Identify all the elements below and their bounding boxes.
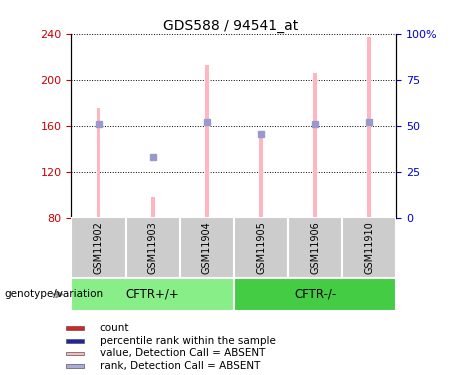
Text: rank, Detection Call = ABSENT: rank, Detection Call = ABSENT [100,361,260,371]
Bar [234,278,396,311]
Bar [205,65,209,218]
Bar [342,217,396,278]
Bar [367,37,371,218]
Text: GSM11906: GSM11906 [310,221,320,274]
Bar [180,217,234,278]
Text: percentile rank within the sample: percentile rank within the sample [100,336,276,346]
Bar [97,108,100,217]
Text: GSM11902: GSM11902 [94,221,104,274]
Text: GSM11910: GSM11910 [364,221,374,274]
Bar [71,217,125,278]
Text: GSM11903: GSM11903 [148,221,158,274]
Text: count: count [100,323,129,333]
Text: CFTR-/-: CFTR-/- [294,288,337,301]
Text: genotype/variation: genotype/variation [5,290,104,299]
Bar [288,217,342,278]
Bar [66,352,84,355]
Bar [66,326,84,330]
Bar [66,339,84,343]
Bar [234,217,288,278]
Text: GDS588 / 94541_at: GDS588 / 94541_at [163,19,298,33]
Text: GSM11904: GSM11904 [202,221,212,274]
Text: GSM11905: GSM11905 [256,221,266,274]
Bar [259,135,263,218]
Bar [71,278,234,311]
Text: value, Detection Call = ABSENT: value, Detection Call = ABSENT [100,348,265,358]
Bar [313,73,317,217]
Bar [66,364,84,368]
Text: CFTR+/+: CFTR+/+ [126,288,180,301]
Bar [125,217,180,278]
Bar [151,197,154,217]
